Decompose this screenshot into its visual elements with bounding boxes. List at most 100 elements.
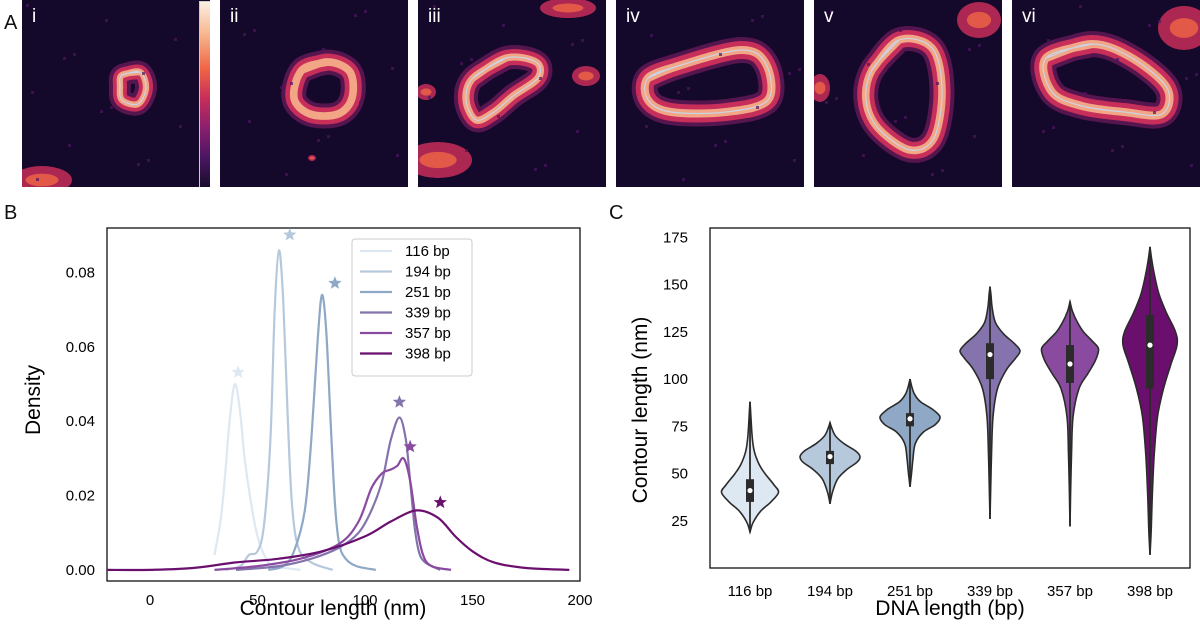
afm-image-ii: ii	[220, 0, 408, 187]
afm-contour-trace	[644, 49, 773, 115]
peak-star-marker	[231, 365, 245, 378]
afm-noise	[105, 19, 108, 22]
density-x-tick-label: 100	[352, 592, 377, 609]
afm-blob-core	[552, 3, 584, 13]
afm-noise	[507, 111, 510, 114]
afm-noise	[359, 101, 362, 104]
afm-noise	[1195, 73, 1198, 76]
density-y-tick-label: 0.02	[66, 488, 95, 505]
afm-noise	[539, 77, 542, 80]
density-x-axis-label: Contour length (nm)	[240, 597, 427, 620]
afm-noise	[322, 48, 325, 51]
density-chart: 0 50 100 150 200 0.00 0.02 0.04 0.06 0.08 Contour…	[22, 227, 593, 620]
afm-image-label: v	[824, 6, 834, 27]
afm-noise	[973, 135, 976, 138]
density-plot-frame	[106, 227, 581, 582]
afm-image-label: vi	[1022, 6, 1036, 27]
afm-noise	[931, 173, 934, 176]
violin-median-dot	[1147, 342, 1153, 348]
afm-contour-trace	[865, 37, 943, 151]
afm-noise	[280, 86, 283, 89]
afm-image-graphic	[1030, 5, 1200, 167]
violin-x-tick-label: 116 bp	[728, 583, 773, 600]
afm-noise	[68, 144, 71, 147]
afm-noise	[142, 72, 145, 75]
afm-noise	[248, 120, 251, 123]
afm-noise	[428, 96, 431, 99]
afm-noise	[576, 130, 579, 133]
afm-noise	[1185, 77, 1188, 80]
afm-image-graphic	[631, 15, 801, 181]
legend-box	[351, 238, 473, 377]
violin-chart: 25 50 75 100 125 150 175 116 bp 194 bp 251 bp 339 …	[629, 227, 1191, 620]
density-curve	[235, 416, 441, 571]
afm-noise	[433, 5, 436, 8]
afm-image-graphic	[418, 0, 600, 178]
afm-contour-trace	[465, 56, 542, 121]
afm-noise	[936, 82, 939, 85]
afm-noise	[724, 140, 727, 143]
afm-noise	[63, 57, 66, 60]
afm-image-v: v	[814, 0, 1002, 187]
density-y-tick-label: 0.08	[66, 265, 95, 282]
afm-noise	[682, 178, 685, 181]
violin-y-axis-label: Contour length (nm)	[629, 317, 652, 504]
violin-plot-frame	[709, 227, 1191, 569]
afm-noise	[470, 58, 473, 61]
afm-noise	[1047, 39, 1050, 42]
afm-noise	[26, 4, 29, 7]
afm-noise	[243, 33, 246, 36]
afm-noise	[327, 135, 330, 138]
afm-blob-core	[309, 156, 315, 160]
afm-noise	[904, 116, 907, 119]
afm-noise	[571, 43, 574, 46]
panel-a-letter: A	[4, 12, 18, 34]
violin-median-dot	[907, 416, 913, 422]
violin-median-dot	[827, 453, 833, 460]
afm-noise	[137, 163, 140, 166]
legend-label: 251 bp	[405, 284, 451, 301]
legend-label: 339 bp	[405, 305, 451, 322]
afm-noise	[1148, 24, 1151, 27]
density-curve	[106, 509, 570, 572]
violin-x-tick-label: 339 bp	[967, 583, 1013, 600]
afm-noise	[899, 29, 902, 32]
violin-y-tick-label: 25	[671, 513, 688, 530]
afm-noise	[534, 168, 537, 171]
afm-noise	[867, 63, 870, 66]
density-curve	[268, 293, 377, 571]
afm-noise	[1079, 5, 1082, 8]
afm-contour-trace	[1042, 43, 1171, 117]
afm-noise	[1084, 92, 1087, 95]
afm-contour-trace	[119, 70, 147, 106]
afm-image-vi: vi	[1012, 0, 1200, 187]
afm-ring-core	[289, 58, 358, 120]
afm-noise	[677, 91, 680, 94]
afm-noise	[862, 154, 865, 157]
legend-label: 116 bp	[405, 243, 450, 260]
afm-noise	[364, 10, 367, 13]
afm-image-label: i	[32, 6, 37, 27]
afm-noise	[1190, 164, 1193, 167]
afm-noise	[714, 144, 717, 147]
afm-blob-core	[420, 88, 432, 96]
violin-y-tick-label: 150	[663, 277, 688, 294]
violin-y-tick-label: 100	[663, 371, 688, 388]
afm-noise	[253, 29, 256, 32]
afm-noise	[751, 19, 754, 22]
afm-noise	[31, 91, 34, 94]
violin-x-tick-label: 398 bp	[1127, 583, 1173, 600]
afm-blob-core	[419, 151, 457, 169]
afm-noise	[941, 169, 944, 172]
afm-noise	[317, 139, 320, 142]
afm-noise	[798, 68, 801, 71]
afm-image-graphic	[814, 2, 1001, 176]
legend-label: 398 bp	[405, 346, 451, 363]
afm-blob-core	[966, 11, 992, 29]
violin-y-tick-label: 125	[663, 324, 688, 341]
height-colorbar	[199, 1, 210, 187]
violin-y-tick-label: 175	[663, 229, 688, 246]
afm-noise	[978, 44, 981, 47]
afm-noise	[825, 101, 828, 104]
density-x-tick-label: 150	[460, 592, 485, 609]
